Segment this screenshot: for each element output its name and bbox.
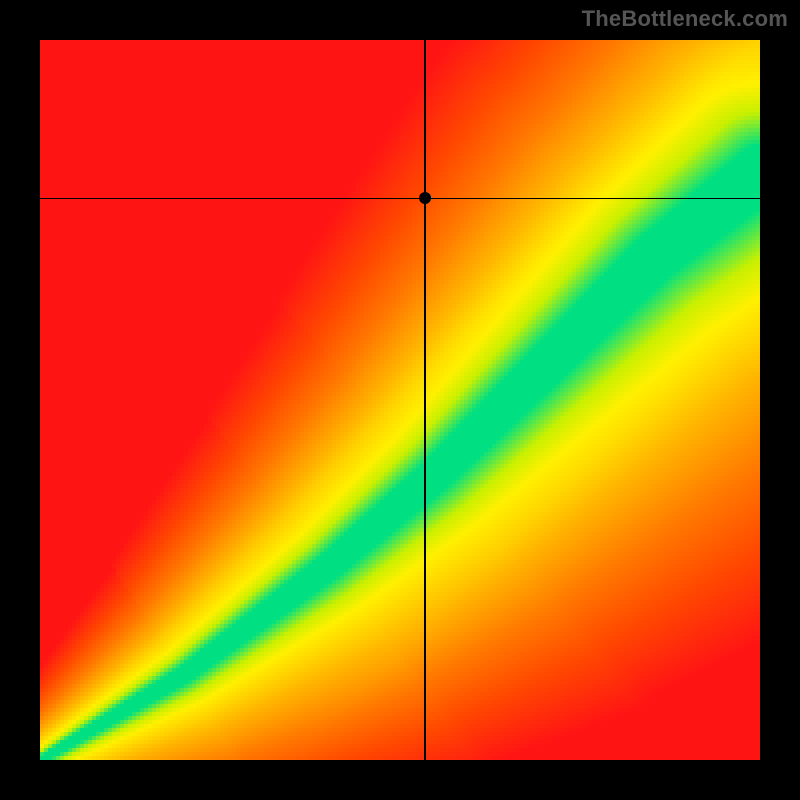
bottleneck-heatmap [40,40,760,760]
plot-area [40,40,760,760]
watermark-text: TheBottleneck.com [582,6,788,32]
crosshair-marker [419,192,431,204]
crosshair-horizontal [40,198,760,200]
crosshair-vertical [424,40,426,760]
chart-container: TheBottleneck.com [0,0,800,800]
